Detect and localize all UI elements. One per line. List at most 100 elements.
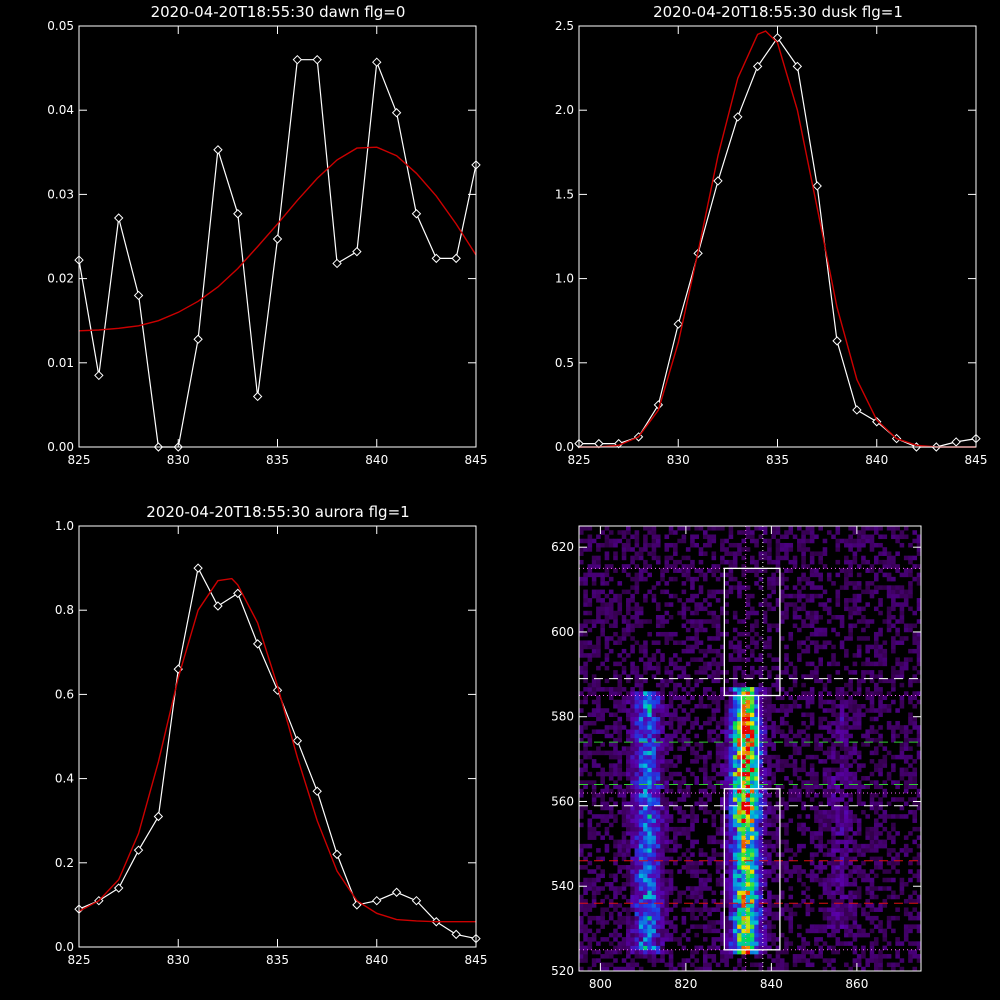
image-pixel bbox=[873, 937, 879, 942]
image-pixel bbox=[732, 610, 738, 616]
image-pixel bbox=[677, 559, 682, 565]
image-pixel bbox=[732, 767, 738, 773]
image-pixel bbox=[660, 750, 665, 756]
image-pixel bbox=[818, 835, 823, 840]
image-pixel bbox=[630, 606, 635, 612]
image-pixel bbox=[711, 716, 717, 722]
image-pixel bbox=[878, 966, 883, 972]
image-pixel bbox=[728, 920, 734, 925]
image-pixel bbox=[732, 924, 738, 929]
image-pixel bbox=[912, 716, 918, 722]
image-pixel bbox=[882, 746, 888, 751]
image-pixel bbox=[707, 860, 712, 866]
image-pixel bbox=[720, 661, 725, 667]
image-pixel bbox=[916, 941, 922, 946]
image-pixel bbox=[651, 865, 657, 870]
image-pixel bbox=[767, 780, 772, 785]
image-pixel bbox=[775, 687, 781, 692]
image-pixel bbox=[673, 631, 678, 637]
image-pixel bbox=[801, 958, 806, 963]
image-pixel bbox=[702, 962, 708, 968]
image-pixel bbox=[732, 784, 738, 790]
image-pixel bbox=[732, 903, 738, 908]
image-pixel bbox=[728, 720, 734, 726]
image-pixel bbox=[750, 636, 755, 641]
image-pixel bbox=[643, 903, 648, 908]
image-pixel bbox=[826, 958, 832, 963]
image-pixel bbox=[762, 746, 768, 751]
image-pixel bbox=[899, 771, 905, 777]
image-pixel bbox=[664, 843, 670, 849]
image-pixel bbox=[912, 966, 918, 972]
image-pixel bbox=[608, 809, 614, 815]
image-pixel bbox=[647, 856, 652, 862]
image-pixel bbox=[861, 949, 866, 955]
image-pixel bbox=[758, 763, 764, 768]
image-pixel bbox=[681, 865, 687, 870]
image-pixel bbox=[591, 750, 597, 756]
image-pixel bbox=[878, 691, 883, 696]
image-pixel bbox=[660, 835, 665, 840]
image-pixel bbox=[732, 746, 738, 751]
image-pixel bbox=[801, 619, 806, 624]
image-pixel bbox=[865, 915, 870, 921]
image-pixel bbox=[647, 937, 652, 942]
image-pixel bbox=[664, 907, 670, 912]
image-pixel bbox=[809, 720, 815, 726]
dusk-data-point bbox=[733, 112, 743, 122]
image-pixel bbox=[604, 954, 610, 959]
image-pixel bbox=[797, 695, 802, 701]
image-pixel bbox=[745, 759, 751, 764]
image-pixel bbox=[784, 653, 789, 658]
image-pixel bbox=[861, 843, 866, 849]
image-pixel bbox=[878, 928, 883, 934]
image-pixel bbox=[886, 551, 892, 556]
image-pixel bbox=[647, 589, 652, 595]
image-pixel bbox=[831, 720, 836, 726]
image-pixel bbox=[895, 937, 900, 942]
image-pixel bbox=[626, 966, 631, 972]
image-pixel bbox=[767, 593, 772, 599]
image-pixel bbox=[848, 623, 853, 629]
image-pixel bbox=[767, 547, 772, 552]
image-pixel bbox=[630, 767, 635, 773]
image-pixel bbox=[630, 835, 635, 840]
image-pixel bbox=[621, 746, 627, 751]
image-pixel bbox=[668, 576, 674, 582]
image-pixel bbox=[775, 903, 781, 908]
image-pixel bbox=[775, 682, 781, 688]
image-pixel bbox=[579, 559, 584, 565]
image-pixel bbox=[668, 962, 674, 968]
image-pixel bbox=[869, 856, 875, 862]
image-pixel bbox=[728, 903, 734, 908]
image-pixel bbox=[668, 932, 674, 938]
image-pixel bbox=[711, 534, 717, 540]
image-pixel bbox=[668, 526, 674, 531]
image-pixel bbox=[613, 856, 618, 862]
image-pixel bbox=[651, 911, 657, 917]
image-pixel bbox=[779, 576, 785, 582]
image-pixel bbox=[724, 937, 729, 942]
image-pixel bbox=[818, 877, 823, 883]
image-pixel bbox=[741, 585, 747, 590]
image-pixel bbox=[805, 648, 811, 654]
image-pixel bbox=[741, 924, 747, 929]
image-pixel bbox=[702, 805, 708, 811]
image-pixel bbox=[767, 831, 772, 836]
image-pixel bbox=[886, 704, 892, 709]
image-pixel bbox=[604, 831, 610, 836]
image-pixel bbox=[626, 623, 631, 629]
image-pixel bbox=[758, 962, 764, 968]
image-pixel bbox=[788, 695, 794, 701]
image-pixel bbox=[844, 648, 849, 654]
image-pixel bbox=[660, 860, 665, 866]
image-pixel bbox=[630, 924, 635, 929]
image-pixel bbox=[728, 954, 734, 959]
image-pixel bbox=[651, 750, 657, 756]
image-pixel bbox=[643, 568, 648, 573]
image-pixel bbox=[869, 797, 875, 802]
image-pixel bbox=[741, 831, 747, 836]
image-pixel bbox=[737, 920, 742, 925]
image-pixel bbox=[600, 793, 605, 798]
image-pixel bbox=[865, 814, 870, 819]
